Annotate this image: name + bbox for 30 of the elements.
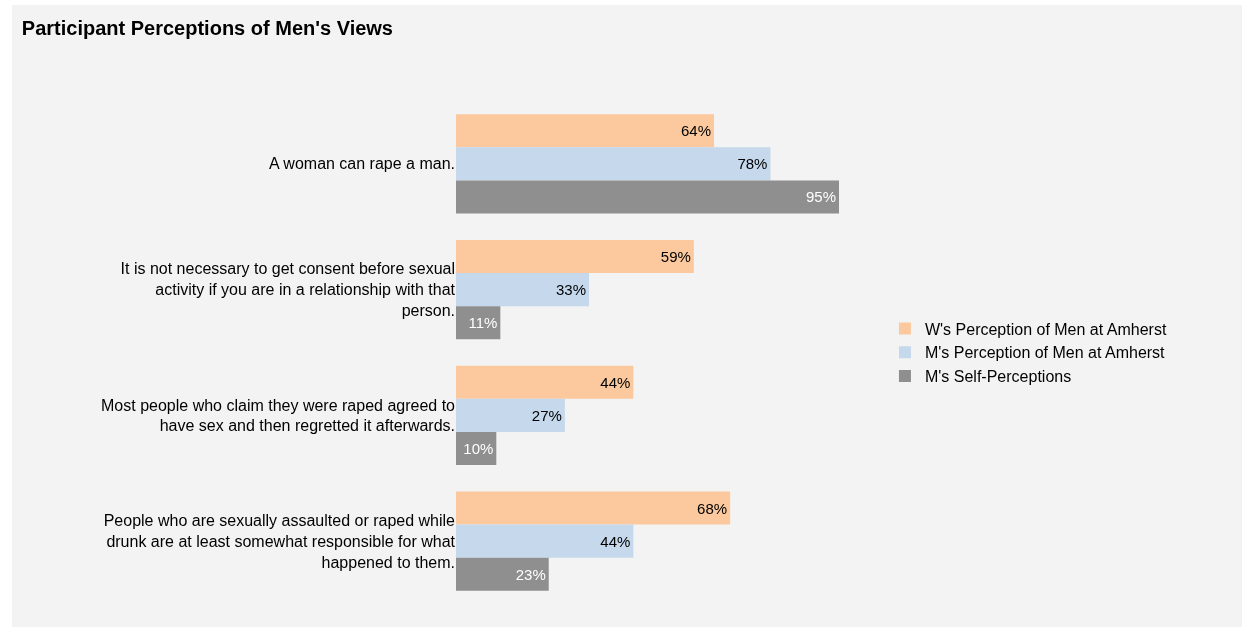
data-label: 44% xyxy=(600,532,631,550)
y-tick-label: Most people who claim they were raped agreed to have sex and then regretted it afterwards. xyxy=(101,396,456,435)
data-label: 27% xyxy=(531,406,562,424)
bar xyxy=(456,365,634,399)
legend-label: M's Perception of Men at Amherst xyxy=(924,344,1166,362)
data-label: 59% xyxy=(660,248,691,266)
bar xyxy=(456,180,839,214)
bar xyxy=(456,114,715,148)
legend-label: M's Self-Perceptions xyxy=(924,368,1072,386)
data-label: 44% xyxy=(600,373,631,391)
data-label: 23% xyxy=(515,565,546,583)
legend-label: W's Perception of Men at Amherst xyxy=(924,320,1167,338)
data-label: 68% xyxy=(697,499,728,517)
bar xyxy=(456,524,634,558)
data-label: 64% xyxy=(680,122,712,140)
bar xyxy=(456,491,731,525)
data-label: 33% xyxy=(556,281,587,299)
y-tick-label: People who are sexually assaulted or raped while drunk are at least somewhat responsible for what happened to them. xyxy=(103,511,456,571)
bar xyxy=(456,273,590,307)
data-label: 11% xyxy=(468,314,498,332)
bar xyxy=(456,398,565,432)
bar xyxy=(456,147,771,181)
y-tick-label: A woman can rape a man. xyxy=(269,155,455,173)
data-label: 78% xyxy=(737,155,768,173)
bar xyxy=(456,557,549,591)
data-label: 10% xyxy=(463,439,494,457)
data-label: 95% xyxy=(805,188,836,206)
y-tick-label: It is not necessary to get consent before sexual activity if you are in a relationship with that person. xyxy=(120,260,456,320)
text: Participant Perceptions of Men's Views xyxy=(21,17,394,40)
bar xyxy=(456,239,694,274)
